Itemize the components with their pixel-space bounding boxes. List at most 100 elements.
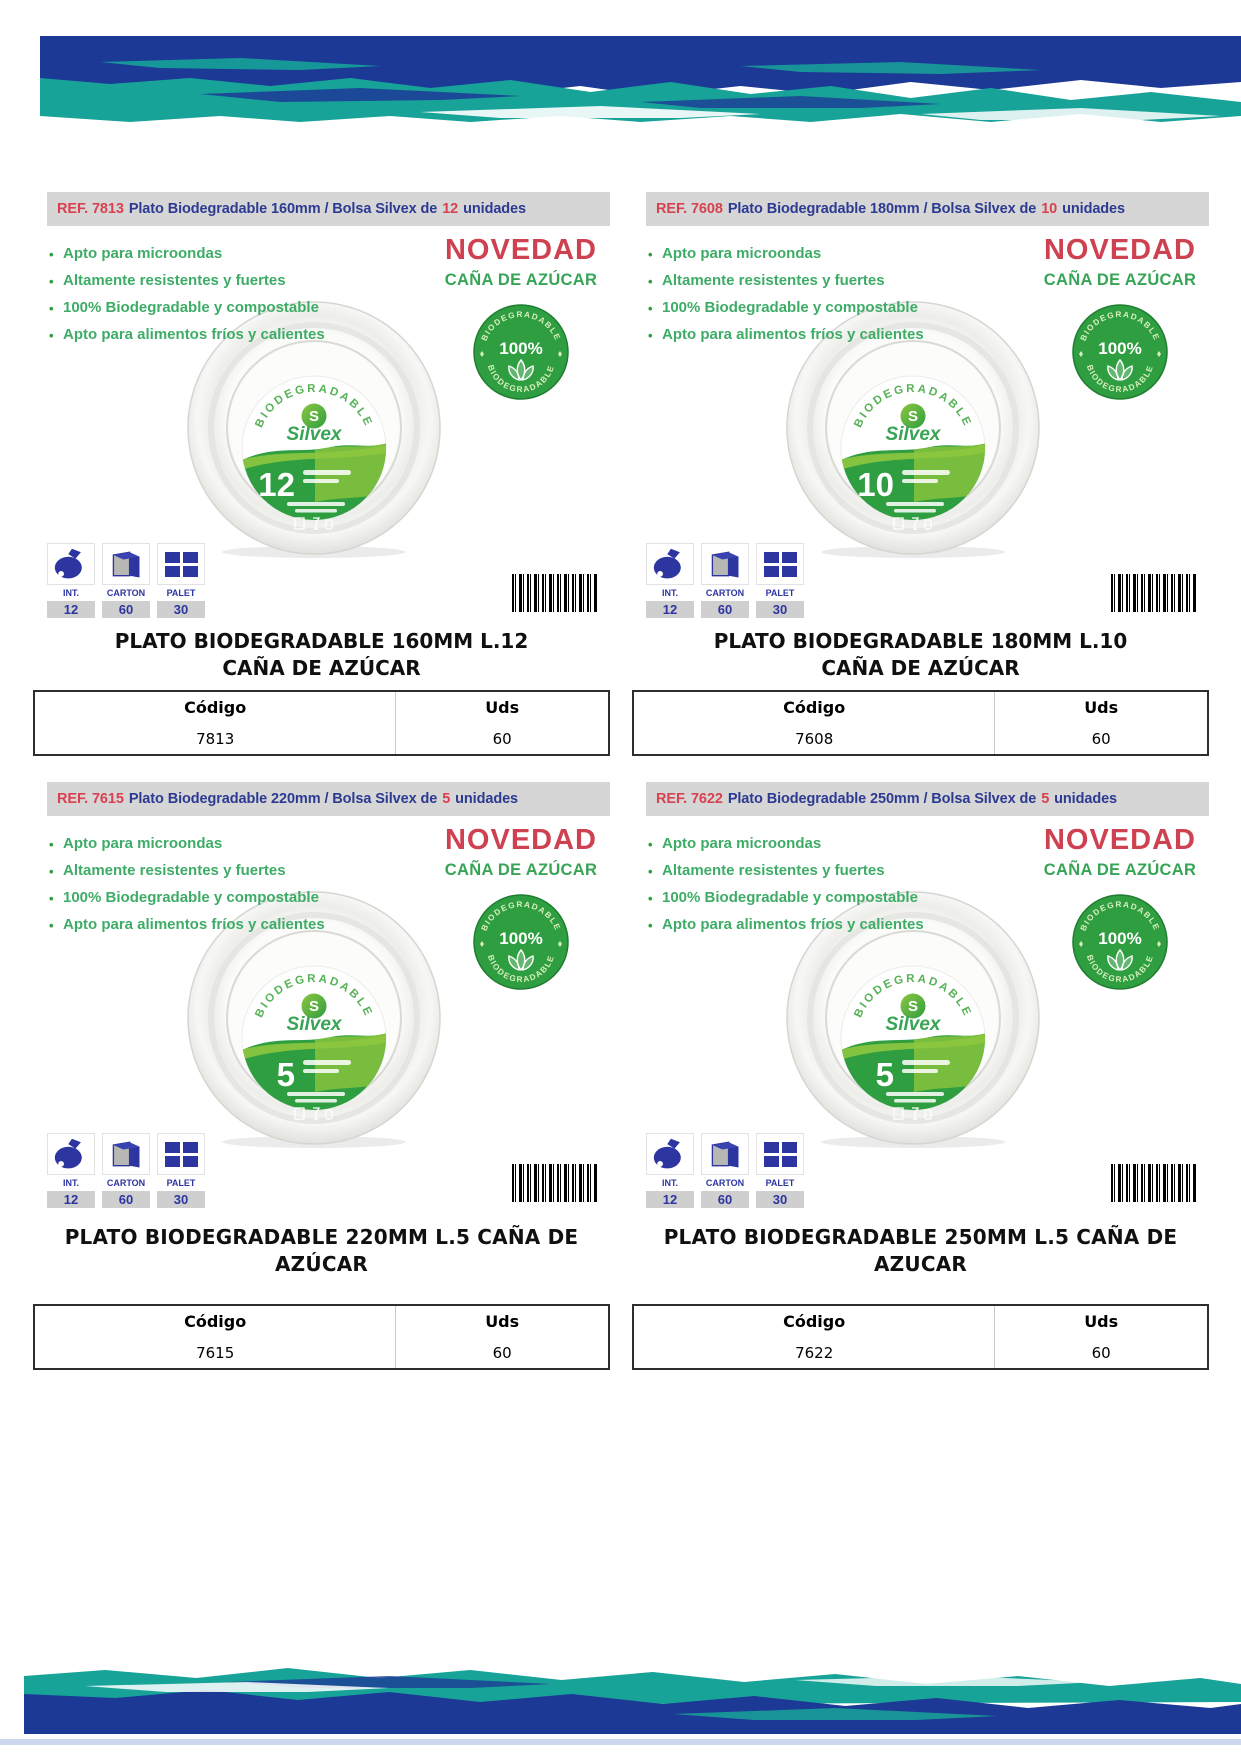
table-header-codigo: Código [634,692,996,723]
ref-header-bar: REF. 7608 Plato Biodegradable 180mm / Bo… [646,192,1209,226]
carton-label: CARTON [705,1178,745,1188]
table-value-uds: 60 [1091,1343,1111,1362]
table-value-codigo: 7608 [634,723,996,754]
carton-value: 60 [701,601,749,618]
badge-percent: 100% [499,339,542,358]
label-text-lines [287,1060,351,1103]
recycle-icons [893,517,932,530]
carton-icon [711,551,739,578]
product-card: REF. 7622 Plato Biodegradable 250mm / Bo… [632,782,1209,1370]
int-value: 12 [646,601,694,618]
card-body: Apto para microondas Altamente resistent… [632,226,1209,618]
carton-value: 60 [102,601,150,618]
ref-code: REF. 7615 [57,791,124,807]
table-header-codigo: Código [35,1306,397,1337]
recycle-icons [893,1107,932,1120]
recycle-icons [294,517,333,530]
palet-label: PALET [765,588,795,598]
feature-item: 100% Biodegradable y compostable [648,884,924,912]
product-title: PLATO BIODEGRADABLE 160MM L.12 CAÑA DE A… [114,629,529,680]
badge-percent: 100% [499,929,542,948]
silvex-logo: Silvex [886,1014,942,1035]
table-value-codigo: 7615 [35,1337,397,1368]
bag-icon [54,548,82,579]
logistics-block: INT. 12 CARTON 60 PALET 30 [646,543,804,618]
promo-block: NOVEDAD CAÑA DE AZÚCAR BIODEGRADABLE BIO… [1035,824,1205,997]
plate-count: 12 [258,466,295,503]
plate-count: 10 [857,466,894,503]
product-grid: REF. 7813 Plato Biodegradable 160mm / Bo… [33,192,1209,1370]
int-label: INT. [661,588,678,598]
ref-description: Plato Biodegradable 180mm / Bolsa Silvex… [727,201,1037,217]
ref-header-bar: REF. 7615 Plato Biodegradable 220mm / Bo… [47,782,610,816]
logistics-palet: PALET 30 [756,543,804,618]
logistics-block: INT. 12 CARTON 60 PALET 30 [47,1133,205,1208]
feature-item: Altamente resistentes y fuertes [49,267,325,295]
bag-icon [653,1138,681,1169]
feature-item: Apto para alimentos fríos y calientes [648,911,924,939]
plate-label-swoosh [242,442,386,520]
ref-description: Plato Biodegradable 160mm / Bolsa Silvex… [128,201,438,217]
feature-item: Apto para alimentos fríos y calientes [49,321,325,349]
product-title: PLATO BIODEGRADABLE 250MM L.5 CAÑA DE AZ… [663,1225,1178,1276]
logistics-int: INT. 12 [646,543,694,618]
novedad-label: NOVEDAD [444,824,597,856]
material-label: CAÑA DE AZÚCAR [444,861,598,879]
ref-quantity-suffix: unidades [1062,201,1125,217]
ref-header-bar: REF. 7622 Plato Biodegradable 250mm / Bo… [646,782,1209,816]
feature-item: Apto para microondas [648,240,924,268]
product-card: REF. 7608 Plato Biodegradable 180mm / Bo… [632,192,1209,756]
plate-image: BIODEGRADABLE S Silvex 10 [786,301,1040,558]
card-body: Apto para microondas Altamente resistent… [33,226,610,618]
material-label: CAÑA DE AZÚCAR [1043,861,1197,879]
leaf-icon [1107,358,1133,382]
logistics-block: INT. 12 CARTON 60 PALET 30 [646,1133,804,1208]
ref-quantity: 5 [442,791,451,807]
product-table: Código Uds 7622 60 [632,1304,1209,1370]
table-value-uds: 60 [492,1343,512,1362]
novedad-label: NOVEDAD [1043,234,1196,266]
table-header-uds: Uds [1084,1312,1119,1331]
int-value: 12 [47,601,95,618]
silvex-logo: Silvex [287,1014,343,1035]
table-header-uds: Uds [485,698,520,717]
logistics-int: INT. 12 [47,1133,95,1208]
feature-item: Altamente resistentes y fuertes [648,267,924,295]
badge-percent: 100% [1098,339,1141,358]
ref-description: Plato Biodegradable 250mm / Bolsa Silvex… [727,791,1037,807]
table-value-uds: 60 [1091,729,1111,748]
ref-quantity: 12 [442,201,459,217]
product-title: PLATO BIODEGRADABLE 180MM L.10 CAÑA DE A… [713,629,1128,680]
silvex-logo: Silvex [886,424,942,445]
palet-icon [164,551,198,577]
features-list: Apto para microondas Altamente resistent… [648,830,924,939]
feature-item: Altamente resistentes y fuertes [648,857,924,885]
product-table: Código Uds 7608 60 [632,690,1209,756]
plate-count: 5 [876,1056,894,1093]
table-header-uds: Uds [485,1312,520,1331]
palet-value: 30 [756,1191,804,1208]
silvex-s-icon: S [908,408,918,425]
features-list: Apto para microondas Altamente resistent… [49,240,325,349]
product-card: REF. 7813 Plato Biodegradable 160mm / Bo… [33,192,610,756]
feature-item: 100% Biodegradable y compostable [49,884,325,912]
palet-value: 30 [157,601,205,618]
carton-value: 60 [701,1191,749,1208]
carton-label: CARTON [106,588,146,598]
card-body: Apto para microondas Altamente resistent… [33,816,610,1208]
silvex-logo: Silvex [287,424,343,445]
product-table: Código Uds 7615 60 [33,1304,610,1370]
table-header-codigo: Código [35,692,397,723]
logistics-block: INT. 12 CARTON 60 PALET 30 [47,543,205,618]
plate-image: BIODEGRADABLE S Silvex 12 [187,301,441,558]
promo-block: NOVEDAD CAÑA DE AZÚCAR BIODEGRADABLE BIO… [436,824,606,997]
carton-label: CARTON [705,588,745,598]
carton-icon [112,551,140,578]
palet-icon [763,1141,797,1167]
carton-value: 60 [102,1191,150,1208]
carton-label: CARTON [106,1178,146,1188]
ref-quantity-suffix: unidades [455,791,519,807]
leaf-icon [1107,948,1133,972]
leaf-icon [508,948,534,972]
silvex-logo-circle [900,993,926,1019]
